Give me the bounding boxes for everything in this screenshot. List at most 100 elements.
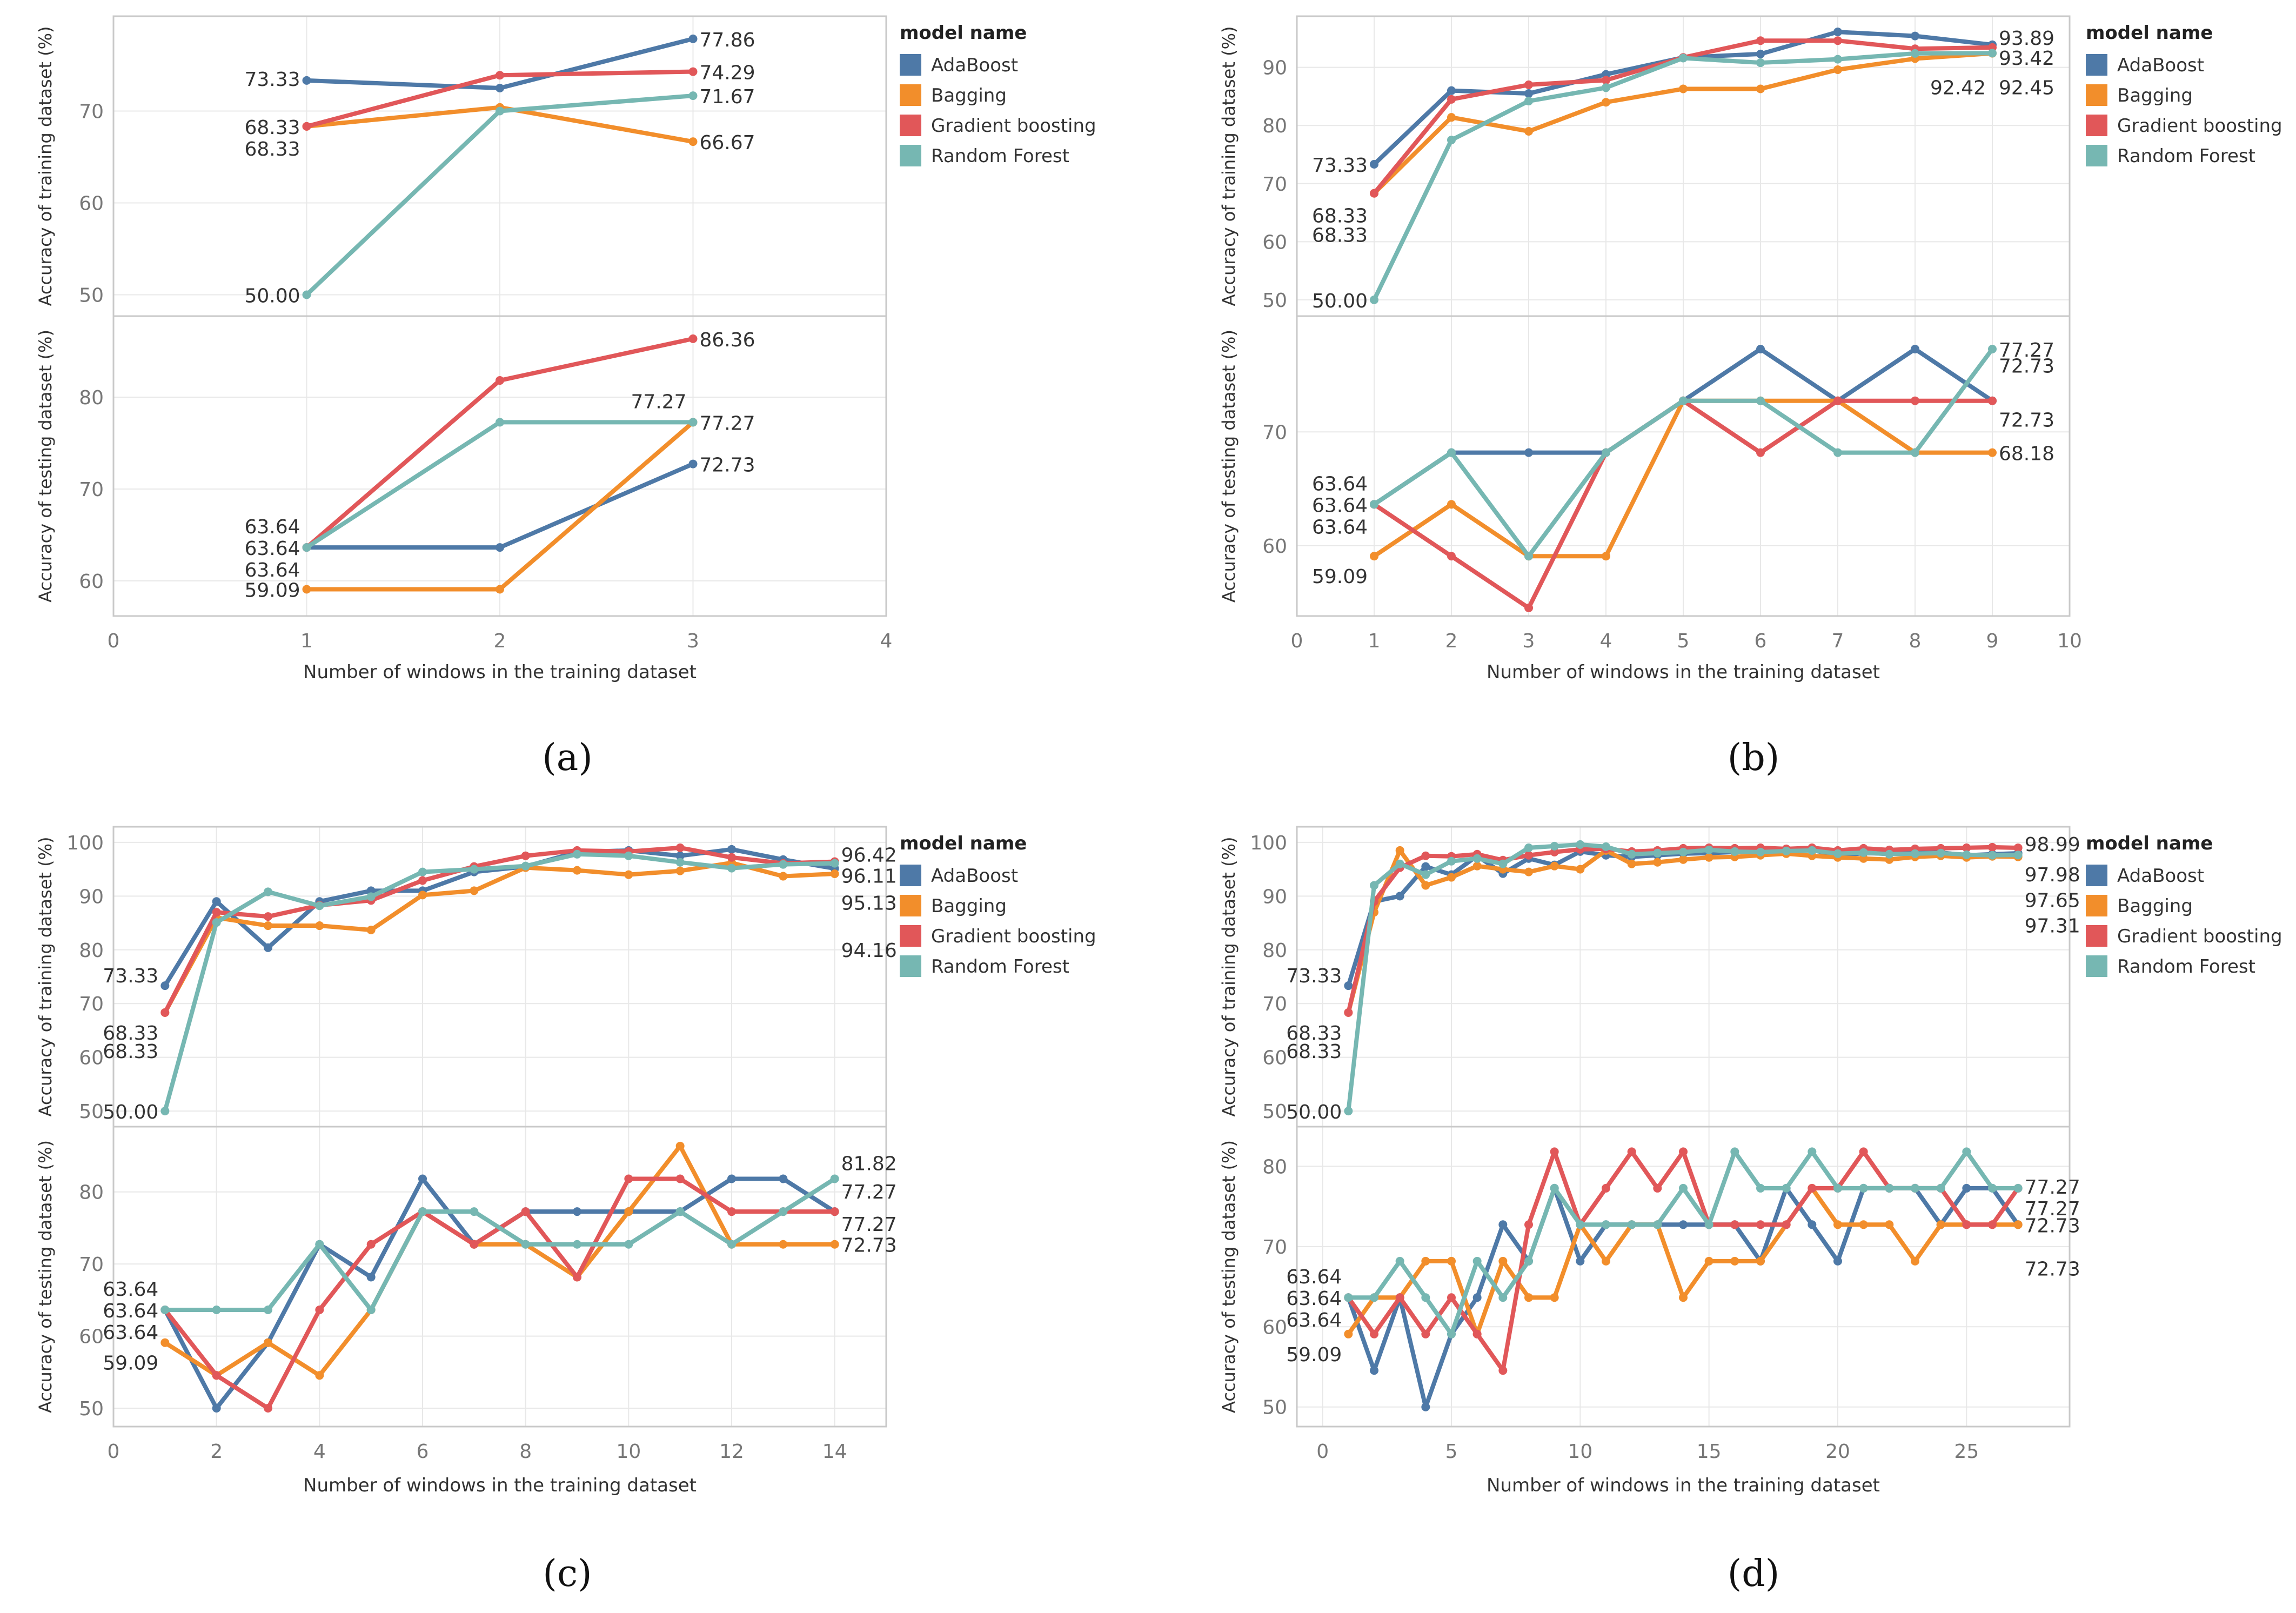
data-point-random-forest xyxy=(1576,1220,1585,1229)
data-point-random-forest xyxy=(688,418,698,427)
data-point-adaboost xyxy=(160,981,170,990)
data-point-gradient-boosting xyxy=(1472,1329,1482,1338)
data-point-random-forest xyxy=(1679,847,1688,856)
data-point-gradient-boosting xyxy=(1447,1293,1456,1302)
legend-swatch xyxy=(900,955,921,977)
subplot-bottom: 50 60 70 80 Accuracy of testing dataset (%) 6… xyxy=(1219,1126,2080,1428)
data-point-random-forest xyxy=(1679,396,1688,405)
x-tick-label: 0 xyxy=(108,1441,120,1463)
data-point-adaboost xyxy=(1524,89,1533,98)
data-point-random-forest xyxy=(1833,55,1842,64)
y-tick-label: 50 xyxy=(79,285,104,307)
legend-entry: AdaBoost xyxy=(2117,55,2204,76)
data-point-bagging xyxy=(573,866,581,875)
legend-swatch xyxy=(2086,54,2107,76)
data-point-gradient-boosting xyxy=(830,1207,839,1216)
data-label: 68.33 xyxy=(1286,1022,1342,1045)
data-label: 59.09 xyxy=(103,1353,158,1375)
x-tick-label: 4 xyxy=(880,630,893,652)
data-point-random-forest xyxy=(1885,849,1894,859)
data-point-random-forest xyxy=(302,543,311,552)
x-tick-label: 3 xyxy=(687,630,699,652)
data-point-random-forest xyxy=(1679,53,1688,63)
data-point-adaboost xyxy=(675,851,685,860)
plot-frame xyxy=(112,1126,887,1428)
data-point-adaboost xyxy=(496,543,504,552)
data-point-random-forest xyxy=(1911,1183,1919,1193)
data-point-gradient-boosting xyxy=(418,876,427,885)
series-line-random-forest xyxy=(1346,1149,2020,1336)
data-point-bagging xyxy=(675,866,685,875)
data-point-random-forest xyxy=(1576,840,1585,849)
data-label: 73.33 xyxy=(103,965,158,987)
data-point-gradient-boosting xyxy=(1962,843,1971,852)
data-label: 77.27 xyxy=(700,412,755,434)
data-label: 71.67 xyxy=(700,86,755,108)
plot-frame xyxy=(1296,1126,2071,1428)
legend-entry: Gradient boosting xyxy=(2117,115,2282,137)
data-point-random-forest xyxy=(688,91,698,101)
legend-entry: Random Forest xyxy=(2117,145,2255,167)
data-label: 72.73 xyxy=(2025,1215,2080,1237)
data-point-gradient-boosting xyxy=(675,843,685,852)
data-point-random-forest xyxy=(1833,849,1842,858)
legend-swatch xyxy=(900,865,921,886)
data-point-gradient-boosting xyxy=(1370,1329,1378,1338)
data-point-random-forest xyxy=(160,1306,170,1315)
data-label: 77.27 xyxy=(2025,1198,2080,1220)
x-tick-label: 4 xyxy=(313,1441,326,1463)
y-tick-label: 80 xyxy=(79,940,104,962)
data-point-random-forest xyxy=(573,1240,581,1249)
data-point-bagging xyxy=(470,886,479,895)
data-point-random-forest xyxy=(1524,1256,1533,1266)
data-point-random-forest xyxy=(1395,859,1404,868)
legend-entry: AdaBoost xyxy=(931,55,1018,76)
x-axis-label: Number of windows in the training datase… xyxy=(1487,1475,1880,1496)
y-tick-label: 50 xyxy=(1262,1101,1287,1123)
legend-swatch xyxy=(900,145,921,166)
y-tick-label: 80 xyxy=(79,387,104,409)
y-axis-label: Accuracy of training dataset (%) xyxy=(1219,837,1239,1117)
data-label: 77.27 xyxy=(2025,1176,2080,1199)
data-point-random-forest xyxy=(1370,881,1378,890)
data-point-random-forest xyxy=(1988,1183,1997,1193)
data-point-bagging xyxy=(1395,846,1404,855)
data-point-random-forest xyxy=(1472,854,1482,863)
x-tick-label: 1 xyxy=(1368,630,1381,652)
legend: model name AdaBoost Bagging Gradient boosti… xyxy=(2086,22,2282,167)
data-point-bagging xyxy=(1602,1256,1610,1266)
plot-frame xyxy=(112,315,887,617)
data-label: 72.73 xyxy=(700,454,755,477)
y-tick-label: 70 xyxy=(1262,421,1287,444)
data-point-adaboost xyxy=(1524,448,1533,457)
data-point-adaboost xyxy=(727,845,736,854)
data-point-gradient-boosting xyxy=(1370,189,1378,198)
data-label: 92.42 xyxy=(1930,77,1986,99)
data-point-random-forest xyxy=(521,1240,530,1249)
x-tick-label: 25 xyxy=(1954,1441,1979,1463)
data-label: 50.00 xyxy=(244,285,300,307)
x-tick-label: 8 xyxy=(519,1441,532,1463)
plot-frame xyxy=(1296,315,2071,617)
data-label: 72.73 xyxy=(841,1235,897,1257)
y-tick-label: 70 xyxy=(1262,173,1287,196)
data-point-bagging xyxy=(1885,1220,1894,1229)
data-point-gradient-boosting xyxy=(1550,847,1559,856)
data-point-random-forest xyxy=(1756,847,1765,856)
data-label: 73.33 xyxy=(1312,155,1368,177)
data-point-random-forest xyxy=(521,861,530,871)
data-point-random-forest xyxy=(1498,1293,1508,1302)
y-axis-label: Accuracy of training dataset (%) xyxy=(35,837,56,1117)
data-point-random-forest xyxy=(470,865,479,874)
data-label: 73.33 xyxy=(244,69,300,91)
data-point-random-forest xyxy=(1472,1256,1482,1266)
data-point-random-forest xyxy=(1730,1147,1739,1156)
x-tick-label: 0 xyxy=(108,630,120,652)
data-point-gradient-boosting xyxy=(496,71,504,80)
panel-label: (c) xyxy=(543,1552,592,1595)
y-tick-label: 80 xyxy=(1262,1156,1287,1178)
data-point-gradient-boosting xyxy=(1911,396,1919,405)
data-point-gradient-boosting xyxy=(264,912,272,921)
data-point-random-forest xyxy=(315,1240,324,1249)
